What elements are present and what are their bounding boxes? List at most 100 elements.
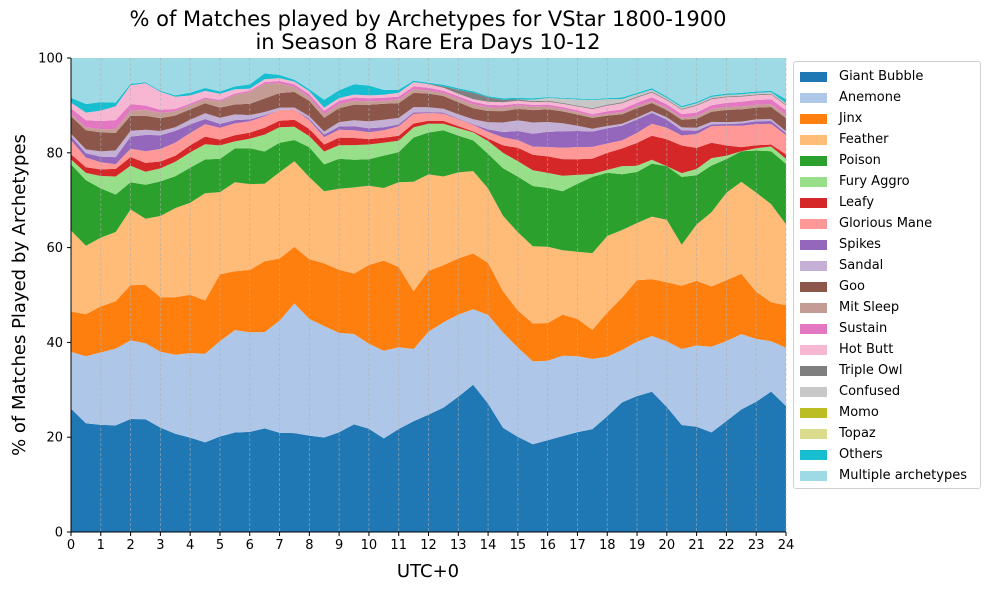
legend-item: Topaz — [794, 423, 980, 444]
legend-item: Leafy — [794, 192, 980, 213]
legend-item: Others — [794, 444, 980, 465]
area-fury-aggro — [71, 123, 786, 195]
legend-swatch — [800, 134, 827, 145]
legend-swatch — [800, 344, 827, 355]
legend-swatch — [800, 428, 827, 439]
x-tick-label: 7 — [275, 538, 283, 553]
legend-swatch — [800, 155, 827, 166]
legend-item: Confused — [794, 381, 980, 402]
legend-swatch — [800, 260, 827, 271]
area-goo — [71, 91, 786, 152]
chart-legend: Giant Bubble Anemone Jinx Feather Poison Fury… — [793, 61, 981, 489]
legend-swatch — [800, 113, 827, 124]
legend-label: Anemone — [839, 90, 901, 105]
x-tick-label: 2 — [126, 538, 134, 553]
legend-label: Confused — [839, 384, 901, 399]
legend-item: Jinx — [794, 108, 980, 129]
y-tick-label: 20 — [46, 431, 63, 446]
legend-swatch — [800, 302, 827, 313]
y-tick-label: 100 — [38, 52, 63, 67]
y-tick-label: 80 — [46, 146, 63, 161]
x-axis-label: UTC+0 — [397, 561, 459, 582]
x-tick-label: 0 — [67, 538, 75, 553]
x-tick-label: 14 — [480, 538, 497, 553]
legend-label: Leafy — [839, 195, 875, 210]
x-tick-label: 3 — [156, 538, 164, 553]
legend-item: Poison — [794, 150, 980, 171]
legend-item: Sustain — [794, 318, 980, 339]
x-tick-label: 18 — [599, 538, 616, 553]
x-tick-label: 5 — [216, 538, 224, 553]
legend-item: Goo — [794, 276, 980, 297]
x-tick-label: 16 — [539, 538, 556, 553]
x-tick-label: 1 — [97, 538, 105, 553]
legend-swatch — [800, 71, 827, 82]
x-tick-label: 22 — [718, 538, 735, 553]
legend-label: Jinx — [839, 111, 863, 126]
x-tick-label: 15 — [510, 538, 527, 553]
legend-item: Giant Bubble — [794, 66, 980, 87]
x-tick-label: 17 — [569, 538, 586, 553]
legend-item: Multiple archetypes — [794, 465, 980, 486]
x-tick-label: 12 — [420, 538, 437, 553]
x-tick-label: 11 — [390, 538, 407, 553]
legend-swatch — [800, 218, 827, 229]
y-axis-label: % of Matches Played by Archetypes — [9, 134, 30, 456]
legend-swatch — [800, 470, 827, 481]
x-axis-ticks: 0 1 2 3 4 5 6 7 8 9 10 11 12 13 14 15 16 17 18 19 20 21 22 23 24 — [67, 532, 794, 553]
legend-item: Spikes — [794, 234, 980, 255]
x-tick-label: 6 — [246, 538, 254, 553]
chart-title-line-2: in Season 8 Rare Era Days 10-12 — [255, 30, 600, 54]
legend-label: Poison — [839, 153, 881, 168]
legend-label: Multiple archetypes — [839, 468, 967, 483]
legend-label: Sandal — [839, 258, 884, 273]
legend-label: Giant Bubble — [839, 69, 924, 84]
legend-swatch — [800, 197, 827, 208]
legend-swatch — [800, 176, 827, 187]
legend-item: Hot Butt — [794, 339, 980, 360]
legend-swatch — [800, 386, 827, 397]
legend-swatch — [800, 239, 827, 250]
x-tick-label: 24 — [778, 538, 795, 553]
legend-item: Momo — [794, 402, 980, 423]
chart-title-line-1: % of Matches played by Archetypes for VS… — [130, 7, 727, 31]
x-tick-label: 19 — [629, 538, 646, 553]
legend-label: Sustain — [839, 321, 888, 336]
x-tick-label: 8 — [305, 538, 313, 553]
legend-label: Hot Butt — [839, 342, 894, 357]
legend-label: Fury Aggro — [839, 174, 910, 189]
legend-label: Glorious Mane — [839, 216, 933, 231]
legend-item: Glorious Mane — [794, 213, 980, 234]
x-tick-label: 10 — [361, 538, 378, 553]
legend-swatch — [800, 281, 827, 292]
legend-item: Mit Sleep — [794, 297, 980, 318]
y-tick-label: 40 — [46, 336, 63, 351]
x-tick-label: 23 — [748, 538, 765, 553]
legend-swatch — [800, 407, 827, 418]
legend-swatch — [800, 92, 827, 103]
legend-label: Goo — [839, 279, 865, 294]
y-axis-ticks: 0 20 40 60 80 100 — [38, 52, 71, 541]
x-tick-label: 13 — [450, 538, 467, 553]
legend-swatch — [800, 365, 827, 376]
legend-label: Triple Owl — [839, 363, 903, 378]
legend-swatch — [800, 323, 827, 334]
x-tick-label: 21 — [688, 538, 705, 553]
legend-label: Feather — [839, 132, 889, 147]
area-triple-owl — [71, 78, 786, 113]
x-tick-label: 20 — [659, 538, 676, 553]
y-tick-label: 0 — [55, 526, 63, 541]
legend-item: Fury Aggro — [794, 171, 980, 192]
legend-label: Topaz — [839, 426, 876, 441]
legend-swatch — [800, 449, 827, 460]
legend-item: Triple Owl — [794, 360, 980, 381]
legend-label: Spikes — [839, 237, 881, 252]
legend-item: Feather — [794, 129, 980, 150]
legend-item: Anemone — [794, 87, 980, 108]
x-tick-label: 4 — [186, 538, 194, 553]
legend-item: Sandal — [794, 255, 980, 276]
legend-label: Others — [839, 447, 883, 462]
x-tick-label: 9 — [335, 538, 343, 553]
y-tick-label: 60 — [46, 241, 63, 256]
